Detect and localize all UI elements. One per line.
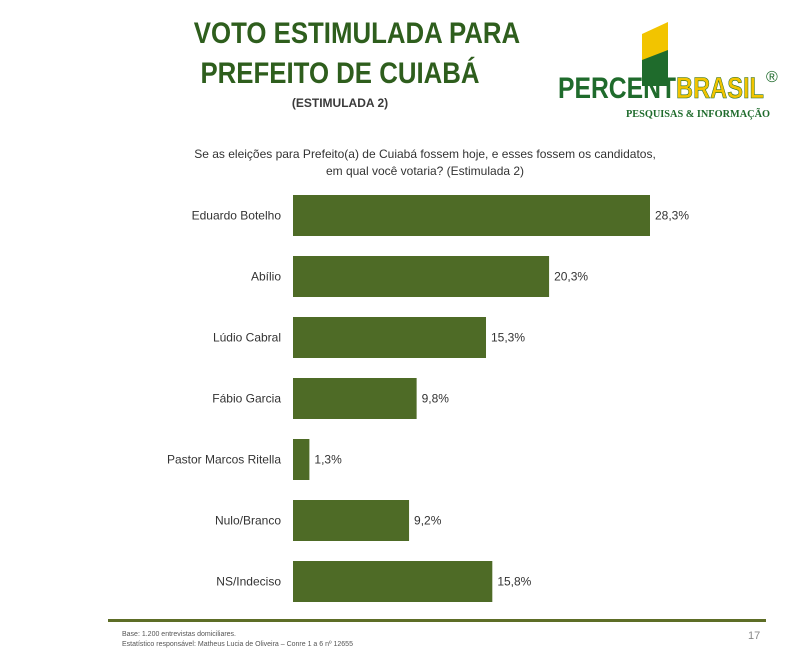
- logo-text-percent: PERCENT: [558, 72, 676, 105]
- category-label-1: Abílio: [251, 270, 281, 284]
- bar-4: [293, 439, 310, 480]
- logo-flag-yellow: [642, 22, 668, 60]
- percentbrasil-logo: PERCENT BRASIL ® PESQUISAS & INFORMAÇÃO: [558, 22, 778, 120]
- page-title-line-2: PREFEITO DE CUIABÁ: [200, 57, 480, 90]
- value-label-1: 20,3%: [554, 270, 588, 284]
- footer-divider: [108, 619, 766, 622]
- value-label-3: 9,8%: [422, 392, 450, 406]
- category-label-0: Eduardo Botelho: [192, 209, 282, 223]
- page-number: 17: [748, 630, 761, 642]
- footer-note-line-1: Base: 1.200 entrevistas domiciliares.: [122, 631, 236, 638]
- logo-text-brasil: BRASIL: [676, 72, 764, 105]
- bar-5: [293, 500, 410, 541]
- category-label-4: Pastor Marcos Ritella: [167, 453, 281, 467]
- category-label-5: Nulo/Branco: [215, 514, 281, 528]
- value-label-6: 15,8%: [497, 575, 531, 589]
- title-block: VOTO ESTIMULADA PARA PREFEITO DE CUIABÁ …: [170, 14, 521, 110]
- bar-1: [293, 256, 550, 297]
- category-label-2: Lúdio Cabral: [213, 331, 281, 345]
- logo-registered-mark: ®: [766, 69, 778, 86]
- value-label-2: 15,3%: [491, 331, 525, 345]
- logo-tagline: PESQUISAS & INFORMAÇÃO: [626, 108, 770, 120]
- survey-question: Se as eleições para Prefeito(a) de Cuiab…: [194, 147, 656, 178]
- page-title-line-1: VOTO ESTIMULADA PARA: [193, 17, 521, 50]
- bar-2: [293, 317, 487, 358]
- category-label-3: Fábio Garcia: [212, 392, 281, 406]
- value-label-5: 9,2%: [414, 514, 442, 528]
- value-label-4: 1,3%: [314, 453, 342, 467]
- bar-6: [293, 561, 493, 602]
- bar-0: [293, 195, 650, 236]
- footer-note-line-2: Estatístico responsável: Matheus Lucia d…: [122, 641, 353, 648]
- page-subtitle: (ESTIMULADA 2): [291, 96, 389, 110]
- value-label-0: 28,3%: [655, 209, 689, 223]
- category-label-6: NS/Indeciso: [216, 575, 281, 589]
- footer-note: Base: 1.200 entrevistas domiciliares. Es…: [122, 630, 353, 650]
- bar-3: [293, 378, 417, 419]
